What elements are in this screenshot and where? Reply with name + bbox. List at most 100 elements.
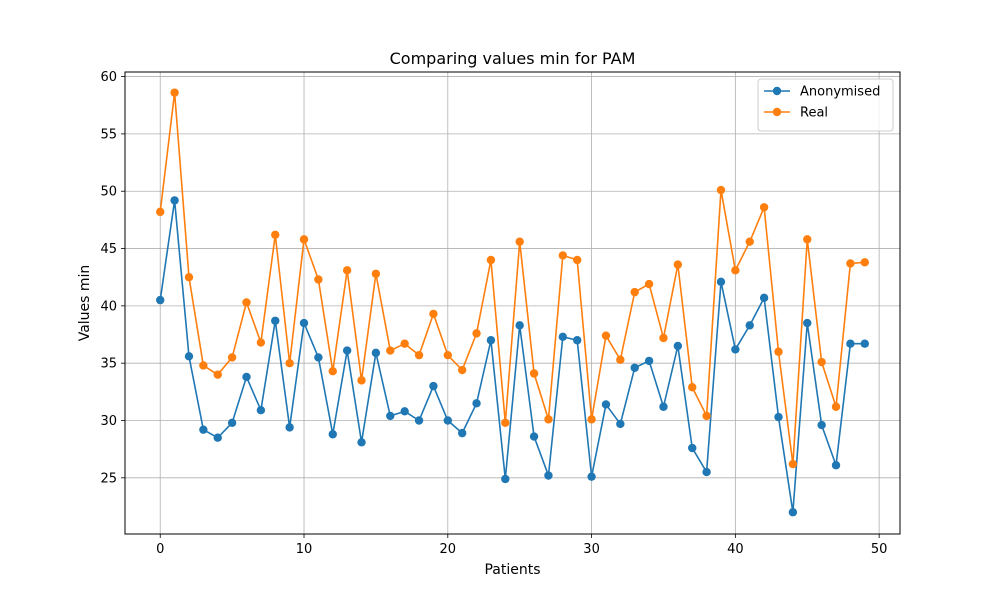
x-tick-label: 10 bbox=[296, 542, 313, 557]
data-point-real bbox=[803, 235, 812, 244]
data-point-anonymised bbox=[831, 461, 841, 470]
data-point-anonymised bbox=[400, 407, 409, 416]
x-tick-label: 50 bbox=[871, 542, 888, 557]
data-point-real bbox=[630, 287, 639, 297]
data-point-anonymised bbox=[357, 438, 366, 447]
y-axis-label: Values min bbox=[77, 265, 93, 342]
data-point-real bbox=[817, 357, 826, 367]
data-point-real bbox=[271, 230, 280, 239]
data-point-anonymised bbox=[242, 372, 251, 382]
data-point-anonymised bbox=[443, 416, 452, 425]
data-point-real bbox=[414, 350, 424, 360]
data-point-anonymised bbox=[688, 443, 697, 453]
legend-box bbox=[757, 78, 894, 132]
data-point-anonymised bbox=[314, 353, 323, 362]
data-point-real bbox=[529, 369, 539, 378]
data-point-anonymised bbox=[271, 316, 280, 325]
y-tick-label: 50 bbox=[100, 185, 117, 200]
data-point-real bbox=[429, 309, 438, 319]
chart-title: Comparing values min for PAM bbox=[390, 49, 636, 68]
data-point-real bbox=[573, 255, 582, 265]
data-point-real bbox=[831, 402, 841, 411]
legend-marker bbox=[772, 107, 782, 117]
y-tick-label: 40 bbox=[100, 299, 117, 314]
data-point-anonymised bbox=[659, 402, 668, 411]
y-axis-ticks: 25 30 35 40 45 50 55 60 bbox=[100, 70, 125, 486]
data-point-real bbox=[184, 273, 194, 282]
data-point-anonymised bbox=[587, 472, 596, 481]
data-point-real bbox=[702, 411, 711, 421]
x-tick-label: 30 bbox=[583, 542, 600, 557]
data-point-anonymised bbox=[817, 420, 826, 430]
legend-label: Anonymised bbox=[800, 85, 880, 100]
data-point-real bbox=[256, 338, 266, 347]
data-point-anonymised bbox=[170, 196, 179, 205]
data-point-anonymised bbox=[630, 363, 639, 372]
series-real bbox=[156, 88, 869, 469]
y-tick-label: 45 bbox=[100, 242, 117, 257]
data-point-real bbox=[745, 237, 754, 246]
data-point-anonymised bbox=[285, 423, 294, 432]
legend-item-anonymised: Anonymised bbox=[764, 85, 880, 100]
data-point-anonymised bbox=[846, 339, 855, 348]
data-point-real bbox=[386, 346, 395, 355]
data-point-real bbox=[170, 88, 179, 97]
legend: Anonymised Real bbox=[757, 78, 894, 132]
data-point-real bbox=[731, 266, 740, 275]
data-point-anonymised bbox=[486, 336, 496, 345]
data-point-anonymised bbox=[860, 339, 869, 348]
y-tick-label: 60 bbox=[100, 70, 117, 85]
data-point-anonymised bbox=[299, 318, 309, 328]
x-axis-label: Patients bbox=[484, 562, 540, 578]
data-point-real bbox=[601, 331, 611, 340]
data-point-real bbox=[342, 266, 352, 275]
data-point-anonymised bbox=[745, 321, 754, 330]
data-point-real bbox=[156, 207, 165, 217]
data-point-real bbox=[371, 269, 381, 278]
data-point-real bbox=[199, 361, 208, 370]
data-point-anonymised bbox=[529, 432, 539, 441]
data-point-anonymised bbox=[788, 508, 798, 517]
data-point-anonymised bbox=[803, 318, 812, 328]
data-point-anonymised bbox=[457, 428, 467, 438]
legend-item-real: Real bbox=[764, 106, 828, 121]
data-point-anonymised bbox=[601, 400, 611, 409]
data-point-real bbox=[587, 415, 596, 424]
data-point-anonymised bbox=[371, 348, 381, 358]
series-layer bbox=[156, 88, 869, 517]
data-point-real bbox=[544, 415, 553, 424]
data-point-real bbox=[558, 251, 568, 260]
data-point-anonymised bbox=[644, 356, 654, 366]
legend-label: Real bbox=[800, 106, 828, 121]
data-point-anonymised bbox=[759, 293, 769, 303]
data-point-anonymised bbox=[328, 430, 337, 439]
data-point-anonymised bbox=[702, 467, 711, 477]
data-point-real bbox=[227, 353, 237, 362]
data-point-real bbox=[644, 279, 654, 289]
series-line-anonymised bbox=[159, 199, 865, 514]
x-tick-label: 0 bbox=[156, 542, 164, 557]
data-point-real bbox=[616, 355, 625, 364]
data-point-real bbox=[472, 329, 481, 338]
data-point-real bbox=[860, 258, 869, 267]
data-point-anonymised bbox=[544, 471, 553, 480]
data-point-anonymised bbox=[515, 321, 524, 330]
data-point-real bbox=[213, 370, 222, 379]
y-tick-label: 55 bbox=[100, 127, 117, 142]
x-tick-label: 40 bbox=[727, 542, 744, 557]
data-point-real bbox=[846, 259, 855, 268]
data-point-real bbox=[314, 275, 323, 284]
data-point-real bbox=[759, 203, 769, 212]
data-point-anonymised bbox=[774, 412, 783, 422]
x-axis-ticks: 0 10 20 30 40 50 bbox=[156, 534, 887, 557]
y-tick-label: 35 bbox=[100, 357, 117, 372]
data-point-real bbox=[673, 260, 683, 269]
data-point-real bbox=[659, 333, 668, 343]
data-point-anonymised bbox=[156, 295, 165, 305]
data-point-real bbox=[716, 185, 726, 195]
data-point-anonymised bbox=[616, 419, 625, 429]
x-tick-label: 20 bbox=[440, 542, 457, 557]
y-tick-label: 25 bbox=[100, 471, 117, 486]
data-point-anonymised bbox=[731, 345, 740, 354]
